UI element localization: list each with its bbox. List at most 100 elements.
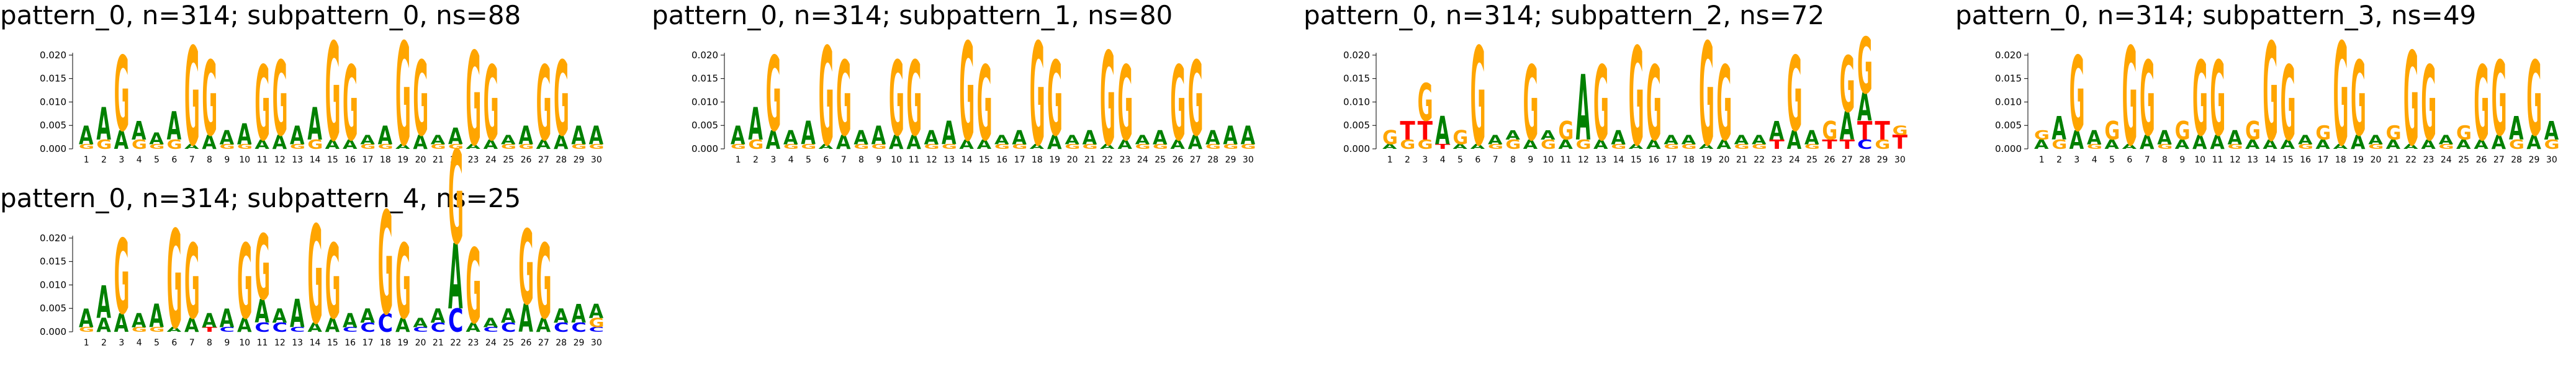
x-tick-label: 21 xyxy=(1084,155,1096,165)
x-tick-label: 23 xyxy=(468,338,479,348)
x-tick-label: 29 xyxy=(574,155,585,165)
x-tick-label: 7 xyxy=(1493,155,1498,165)
logo-letter-G: G xyxy=(2140,40,2155,159)
y-tick-label: 0.015 xyxy=(1995,73,2022,84)
logo-letter-G: G xyxy=(307,197,323,355)
x-tick-label: 13 xyxy=(2247,155,2258,165)
logo-letter-A: A xyxy=(1505,128,1520,143)
logo-letter-G: G xyxy=(589,316,605,331)
x-tick-label: 8 xyxy=(858,155,864,165)
logo-letter-A: A xyxy=(1452,143,1467,151)
logo-panel-3: pattern_0, n=314; subpattern_2, ns=72 0.… xyxy=(1304,0,1924,186)
logo-letter-A: A xyxy=(2386,138,2401,153)
logo-letter-A: A xyxy=(871,120,886,151)
logo-letter-G: G xyxy=(1188,40,1204,159)
logo-letter-G: G xyxy=(889,40,904,159)
logo-letter-G: G xyxy=(1170,45,1186,164)
logo-letter-A: A xyxy=(2333,143,2348,151)
logo-letter-G: G xyxy=(1840,41,1855,130)
logo-letter-G: G xyxy=(431,143,446,151)
logo-letter-C: C xyxy=(501,320,516,336)
x-tick-label: 3 xyxy=(2074,155,2079,165)
logo-letter-A: A xyxy=(994,133,1009,148)
x-tick-label: 7 xyxy=(841,155,847,165)
x-tick-label: 22 xyxy=(450,338,461,348)
logo-letter-C: C xyxy=(589,326,604,333)
logo-letter-A: A xyxy=(1435,109,1450,153)
x-tick-label: 26 xyxy=(1173,155,1184,165)
logo-letter-G: G xyxy=(1488,143,1503,151)
logo-letter-A: A xyxy=(184,143,199,151)
logo-letter-G: G xyxy=(836,40,852,159)
y-tick-label: 0.000 xyxy=(40,326,66,337)
x-tick-label: 5 xyxy=(1457,155,1463,165)
logo-letter-A: A xyxy=(1083,127,1097,149)
logo-letter-C: C xyxy=(378,308,393,337)
logo-letter-A: A xyxy=(906,131,921,154)
y-tick-label: 0.010 xyxy=(691,96,718,107)
logo-panel-1: pattern_0, n=314; subpattern_0, ns=88 0.… xyxy=(0,0,621,186)
logo-letter-A: A xyxy=(1769,115,1784,146)
logo-letter-A: A xyxy=(766,125,781,155)
x-tick-label: 7 xyxy=(189,338,195,348)
logo-letter-G: G xyxy=(518,209,534,329)
logo-letter-C: C xyxy=(272,320,287,336)
y-tick-label: 0.000 xyxy=(691,143,718,154)
x-tick-label: 27 xyxy=(538,155,549,165)
logo-letter-G: G xyxy=(79,143,94,151)
x-tick-label: 7 xyxy=(189,155,195,165)
logo-letter-A: A xyxy=(1611,127,1626,149)
logo-letter-C: C xyxy=(448,303,463,340)
x-tick-label: 12 xyxy=(1578,155,1589,165)
logo-letter-A: A xyxy=(448,225,463,330)
x-tick-label: 27 xyxy=(2493,155,2505,165)
x-tick-label: 24 xyxy=(1789,155,1800,165)
logo-letter-A: A xyxy=(2492,131,2506,154)
logo-letter-G: G xyxy=(1047,40,1063,159)
x-tick-label: 24 xyxy=(2441,155,2452,165)
logo-letter-G: G xyxy=(395,14,411,178)
logo-letter-A: A xyxy=(748,98,763,151)
logo-letter-G: G xyxy=(1418,138,1433,153)
logo-letter-G: G xyxy=(466,228,481,347)
logo-letter-A: A xyxy=(501,305,516,327)
logo-letter-G: G xyxy=(2087,143,2102,151)
x-tick-label: 21 xyxy=(1736,155,1747,165)
x-tick-label: 27 xyxy=(1842,155,1853,165)
logo-letter-C: C xyxy=(431,320,446,336)
logo-letter-G: G xyxy=(167,138,182,153)
y-tick-label: 0.020 xyxy=(1995,50,2022,61)
logo-letter-A: A xyxy=(237,118,252,151)
logo-letter-A: A xyxy=(325,138,340,153)
logo-letter-T: T xyxy=(1840,137,1855,152)
y-tick-label: 0.015 xyxy=(40,73,66,84)
logo-letter-A: A xyxy=(2087,127,2102,149)
logo-letter-A: A xyxy=(413,316,428,331)
logo-letter-C: C xyxy=(360,320,375,336)
x-tick-label: 20 xyxy=(415,338,426,348)
logo-letter-C: C xyxy=(484,326,498,333)
x-tick-label: 11 xyxy=(2212,155,2223,165)
x-tick-label: 17 xyxy=(2318,155,2329,165)
logo-letter-A: A xyxy=(2526,131,2541,154)
x-tick-label: 28 xyxy=(556,155,567,165)
logo-letter-G: G xyxy=(114,218,130,338)
logo-letter-A: A xyxy=(202,131,217,154)
x-tick-label: 9 xyxy=(224,155,230,165)
x-tick-label: 22 xyxy=(1754,155,1765,165)
logo-letter-A: A xyxy=(2456,138,2471,153)
logo-letter-G: G xyxy=(1875,138,1890,153)
logo-letter-G: G xyxy=(748,138,763,153)
x-tick-label: 24 xyxy=(1137,155,1148,165)
x-tick-label: 12 xyxy=(2230,155,2241,165)
logo-letter-A: A xyxy=(2157,127,2172,149)
y-tick-label: 0.010 xyxy=(40,279,66,290)
x-tick-label: 2 xyxy=(101,338,107,348)
logo-letter-G: G xyxy=(96,138,112,153)
logo-letter-C: C xyxy=(220,326,235,333)
logo-letter-A: A xyxy=(96,98,111,151)
logo-letter-A: A xyxy=(1699,143,1714,151)
logo-letter-G: G xyxy=(132,326,147,334)
